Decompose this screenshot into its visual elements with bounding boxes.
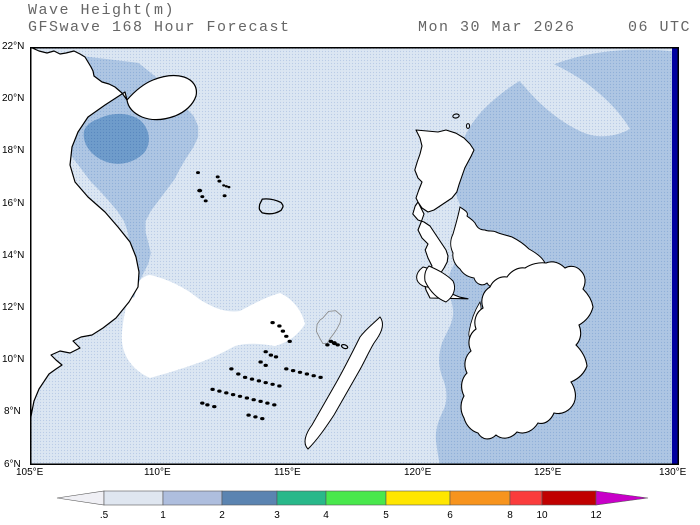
svg-text:12: 12 [590, 510, 602, 521]
svg-text:2: 2 [219, 510, 225, 521]
svg-text:10: 10 [536, 510, 548, 521]
svg-text:8: 8 [507, 510, 513, 521]
svg-text:5: 5 [383, 510, 389, 521]
svg-text:.5: .5 [100, 510, 109, 521]
svg-text:3: 3 [274, 510, 280, 521]
svg-text:4: 4 [323, 510, 329, 521]
svg-text:6: 6 [447, 510, 453, 521]
svg-text:1: 1 [160, 510, 166, 521]
